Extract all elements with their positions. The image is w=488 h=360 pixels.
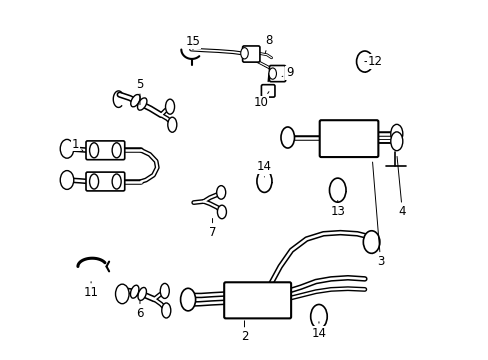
Ellipse shape bbox=[390, 132, 402, 151]
Ellipse shape bbox=[390, 124, 402, 143]
Text: 7: 7 bbox=[208, 219, 216, 239]
Ellipse shape bbox=[89, 143, 99, 158]
Text: 14: 14 bbox=[256, 160, 271, 177]
Text: 13: 13 bbox=[329, 201, 345, 219]
Ellipse shape bbox=[217, 205, 226, 219]
Text: 6: 6 bbox=[136, 301, 143, 320]
Text: 5: 5 bbox=[136, 78, 143, 105]
Ellipse shape bbox=[130, 285, 139, 298]
Text: 10: 10 bbox=[253, 92, 268, 109]
Ellipse shape bbox=[329, 178, 346, 202]
Ellipse shape bbox=[160, 283, 169, 298]
Text: 3: 3 bbox=[372, 162, 384, 268]
FancyBboxPatch shape bbox=[86, 141, 124, 160]
Ellipse shape bbox=[130, 95, 140, 107]
Text: 8: 8 bbox=[264, 34, 272, 53]
Text: 1: 1 bbox=[71, 138, 82, 151]
Ellipse shape bbox=[363, 231, 379, 253]
Text: 2: 2 bbox=[240, 321, 248, 343]
Text: 4: 4 bbox=[396, 157, 406, 219]
Ellipse shape bbox=[356, 51, 372, 72]
FancyBboxPatch shape bbox=[224, 282, 290, 318]
Ellipse shape bbox=[167, 117, 177, 132]
Ellipse shape bbox=[162, 303, 170, 318]
FancyBboxPatch shape bbox=[269, 66, 285, 82]
FancyBboxPatch shape bbox=[242, 46, 260, 62]
FancyBboxPatch shape bbox=[261, 85, 274, 97]
Ellipse shape bbox=[115, 284, 129, 304]
Ellipse shape bbox=[165, 99, 174, 114]
Ellipse shape bbox=[60, 139, 74, 158]
Ellipse shape bbox=[138, 287, 146, 301]
Ellipse shape bbox=[137, 98, 146, 110]
Ellipse shape bbox=[240, 48, 248, 59]
FancyBboxPatch shape bbox=[319, 120, 378, 157]
Ellipse shape bbox=[180, 288, 195, 311]
Ellipse shape bbox=[256, 170, 271, 192]
Ellipse shape bbox=[60, 171, 74, 189]
Ellipse shape bbox=[281, 127, 294, 148]
FancyBboxPatch shape bbox=[86, 172, 124, 191]
Ellipse shape bbox=[112, 143, 121, 158]
Ellipse shape bbox=[89, 174, 99, 189]
Ellipse shape bbox=[112, 174, 121, 189]
Text: 14: 14 bbox=[311, 322, 326, 339]
Ellipse shape bbox=[268, 68, 276, 79]
Text: 11: 11 bbox=[83, 282, 99, 299]
Text: 12: 12 bbox=[364, 55, 382, 68]
Text: 15: 15 bbox=[185, 36, 200, 50]
Ellipse shape bbox=[310, 305, 326, 329]
Ellipse shape bbox=[216, 186, 225, 199]
Text: 9: 9 bbox=[282, 66, 293, 79]
